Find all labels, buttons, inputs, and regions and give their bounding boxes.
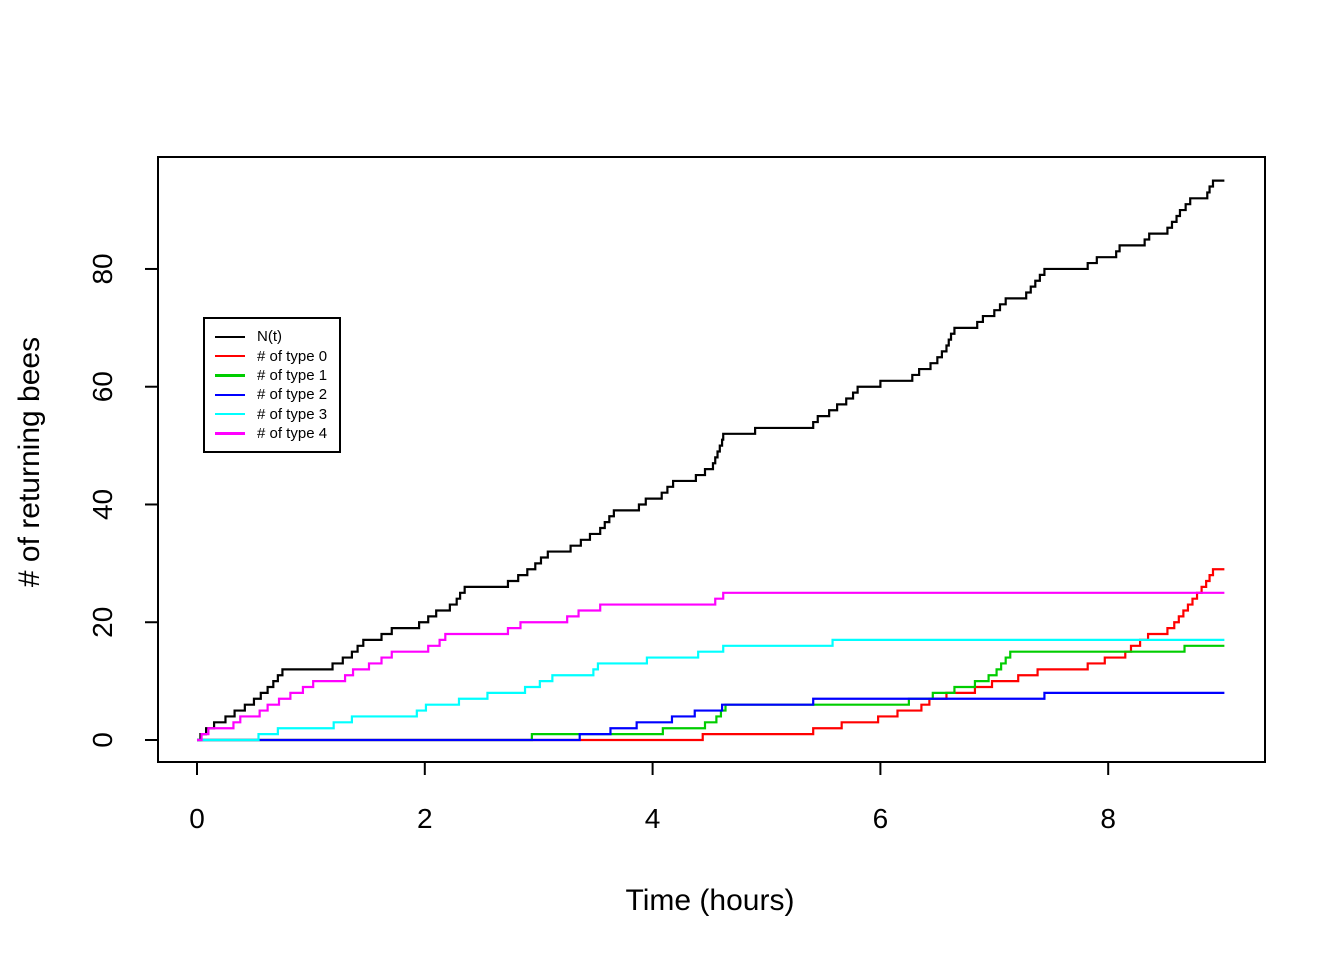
series-path-N(t) (197, 179, 1225, 742)
x-tick-label: 8 (1100, 803, 1116, 834)
legend-label: # of type 4 (257, 425, 328, 443)
legend-line-swatch (215, 413, 245, 416)
legend-label: N(t) (257, 328, 282, 346)
x-tick-label: 6 (873, 803, 889, 834)
series-path-# of type 1 (197, 644, 1225, 742)
series-path-# of type 2 (197, 691, 1225, 742)
legend-label: # of type 3 (257, 405, 328, 423)
legend-line-swatch (215, 354, 245, 358)
x-axis-title: Time (hours) (625, 884, 795, 917)
legend-line-swatch (215, 374, 245, 377)
x-tick-label: 0 (189, 803, 205, 834)
legend-item: # of type 1 (215, 366, 327, 385)
y-tick-label: 80 (87, 253, 118, 284)
y-tick-label: 0 (87, 732, 118, 748)
series-path-# of type 0 (197, 568, 1225, 742)
legend-item: # of type 0 (215, 346, 327, 365)
x-tick-label: 4 (645, 803, 661, 834)
plot-box (157, 156, 1266, 763)
legend-label: # of type 2 (257, 386, 328, 404)
y-tick-label: 60 (87, 371, 118, 402)
legend-item: # of type 3 (215, 405, 327, 424)
series-path-# of type 3 (197, 638, 1225, 742)
x-axis: 0 2 4 6 8 (189, 762, 1116, 834)
legend-line-swatch (215, 335, 245, 338)
y-axis-title: # of returning bees (13, 336, 46, 588)
legend-label: # of type 0 (257, 347, 328, 365)
legend: N(t) # of type 0 # of type 1 # of type 2 # o… (203, 317, 342, 454)
legend-line-swatch (215, 432, 245, 435)
legend-item: # of type 4 (215, 424, 327, 443)
legend-label: # of type 1 (257, 366, 328, 384)
y-tick-label: 40 (87, 489, 118, 520)
legend-item: N(t) (215, 327, 327, 346)
x-tick-label: 2 (417, 803, 433, 834)
series-path-# of type 4 (197, 591, 1225, 742)
y-tick-label: 20 (87, 607, 118, 638)
legend-item: # of type 2 (215, 385, 327, 404)
y-axis: 0 20 40 60 80 (87, 253, 158, 748)
legend-line-swatch (215, 393, 245, 397)
